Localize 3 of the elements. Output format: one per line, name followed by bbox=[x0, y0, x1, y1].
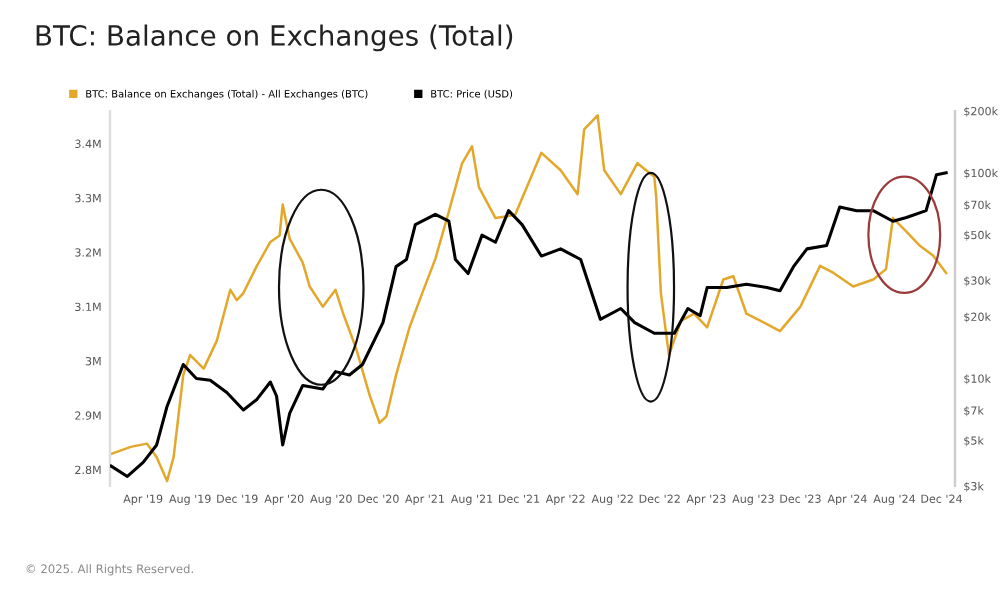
line-series bbox=[110, 171, 948, 478]
line-series bbox=[110, 114, 948, 483]
chart-title: BTC: Balance on Exchanges (Total) bbox=[36, 24, 513, 52]
